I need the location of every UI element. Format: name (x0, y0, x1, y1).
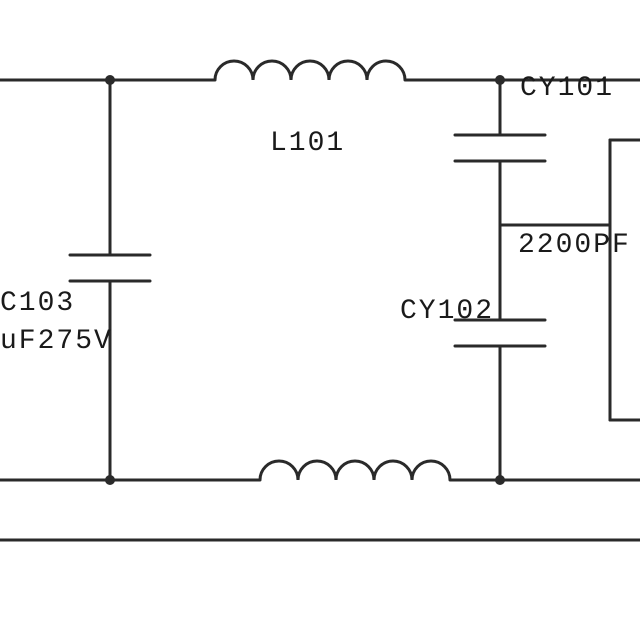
capacitor-cy101 (455, 135, 545, 161)
label-c103: C103 (0, 288, 75, 319)
inductor-bottom (260, 461, 450, 480)
inductor-l101 (215, 61, 405, 80)
label-l101: L101 (270, 128, 345, 159)
node-cy-bottom (495, 475, 505, 485)
node-c103-bottom (105, 475, 115, 485)
emi-filter-schematic: C103 uF275V CY101 2200PF CY102 L101 (0, 0, 640, 640)
label-c103-value: uF275V (0, 326, 113, 357)
label-cy102-value: 2200PF (518, 230, 631, 261)
capacitor-c103 (70, 255, 150, 281)
node-cy-top (495, 75, 505, 85)
node-c103-top (105, 75, 115, 85)
label-cy101: CY101 (520, 73, 614, 104)
label-cy102: CY102 (400, 296, 494, 327)
